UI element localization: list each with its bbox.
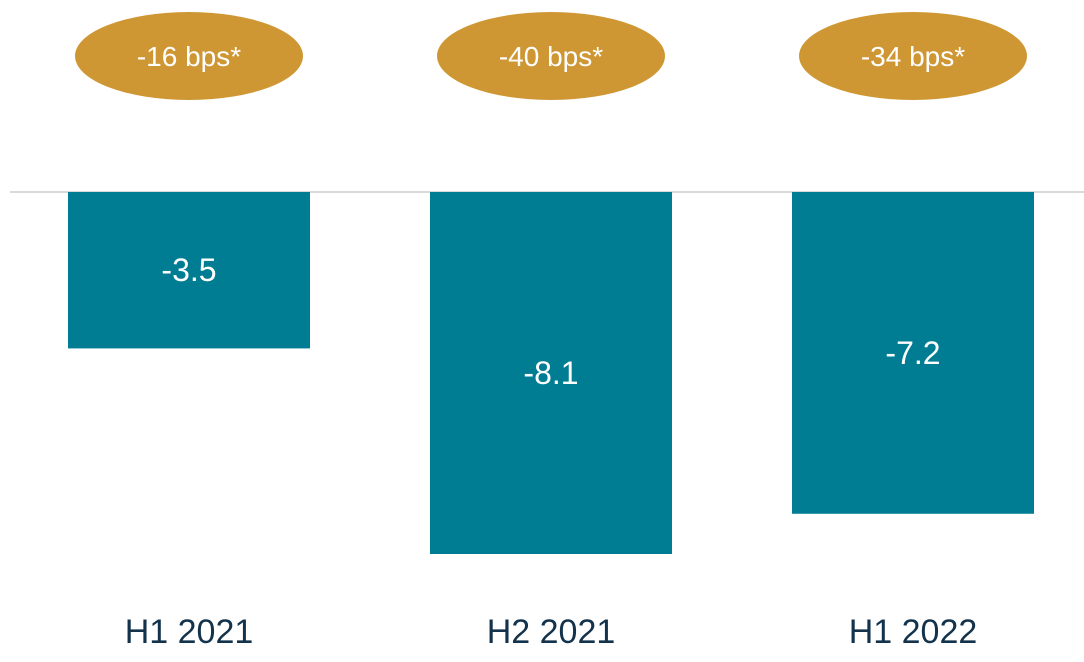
- bar-value-label: -3.5: [161, 252, 216, 288]
- bps-badge: [437, 12, 665, 100]
- category-labels-layer: H1 2021 H2 2021 H1 2022: [125, 613, 978, 651]
- bps-badge: [75, 12, 303, 100]
- bps-badge-label: -34 bps*: [861, 41, 965, 72]
- category-label: H1 2021: [125, 613, 254, 651]
- category-label: H2 2021: [487, 613, 616, 651]
- bars-layer: -3.5 -8.1 -7.2: [68, 192, 1034, 554]
- bar-h1-2021: [68, 192, 310, 349]
- bps-badge-label: -40 bps*: [499, 41, 603, 72]
- category-label: H1 2022: [849, 613, 978, 651]
- bps-badge-label: -16 bps*: [137, 41, 241, 72]
- bar-h2-2021: [430, 192, 672, 554]
- badges-layer: -16 bps* -40 bps* -34 bps*: [75, 12, 1027, 100]
- bps-badge: [799, 12, 1027, 100]
- bar-value-label: -8.1: [523, 355, 578, 391]
- bar-value-label: -7.2: [885, 335, 940, 371]
- bar-h1-2022: [792, 192, 1034, 514]
